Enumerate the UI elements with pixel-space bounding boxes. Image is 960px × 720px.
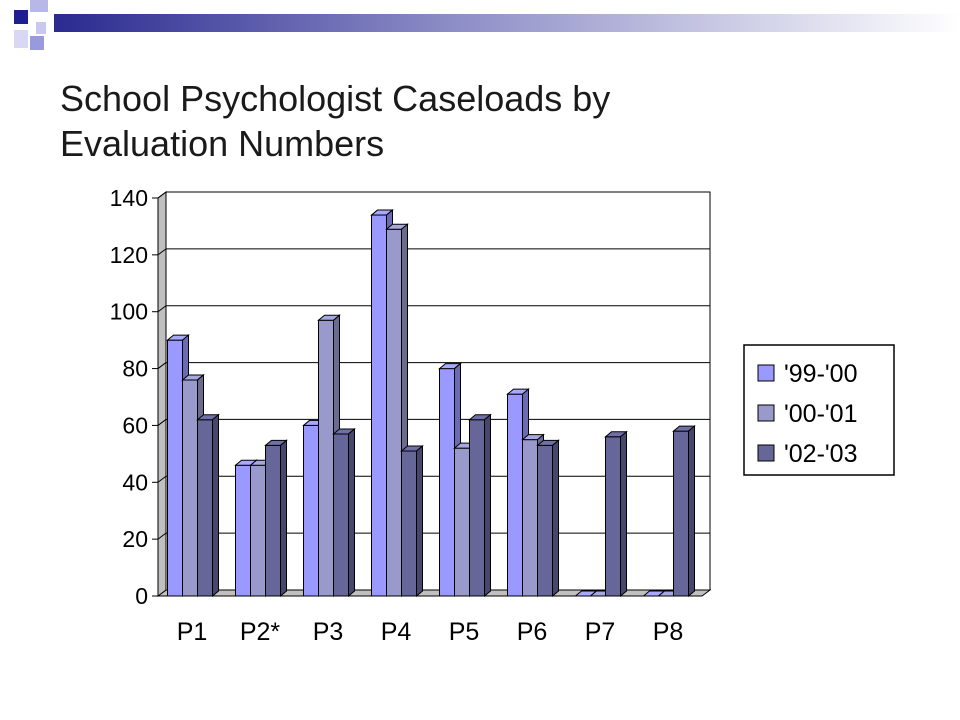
y-tick-label: 140 [110, 185, 148, 211]
bar-front [522, 439, 538, 597]
bar-front [182, 379, 198, 597]
x-category-label: P8 [653, 618, 684, 646]
x-category-label: P5 [449, 618, 480, 646]
y-tick-label: 20 [122, 526, 148, 552]
gridline-depth [157, 419, 167, 426]
bar-front [235, 464, 251, 597]
bar-front [605, 436, 621, 597]
slide-title-line-1: School Psychologist Caseloads by [60, 78, 611, 119]
gridline-depth [157, 475, 167, 483]
bar-side [416, 444, 423, 598]
bar-side [552, 439, 559, 598]
bar-front [167, 339, 183, 597]
bar-side [688, 425, 695, 598]
bar [196, 413, 220, 598]
bar-front [197, 419, 213, 597]
bar-front [537, 444, 553, 597]
legend-swatch [757, 444, 775, 462]
y-tick-label: 100 [110, 299, 148, 325]
bar-front [507, 393, 523, 597]
gridline-depth [157, 305, 167, 313]
decor-square-light-3 [14, 30, 28, 48]
slide-decoration [14, 0, 960, 50]
y-tick-label: 0 [135, 583, 148, 609]
y-tick-label: 60 [122, 412, 148, 438]
x-category-label: P1 [177, 618, 208, 646]
bar-front [469, 419, 485, 597]
y-tick-label: 40 [122, 469, 148, 495]
x-category-label: P4 [381, 618, 412, 646]
bar-side [348, 427, 355, 598]
chart-side-wall [157, 191, 167, 597]
bar-front [250, 464, 266, 597]
bar-side [484, 413, 491, 598]
bar-front [673, 430, 689, 597]
x-category-label: P6 [517, 618, 548, 646]
x-category-label: P7 [585, 618, 616, 646]
slide-title: School Psychologist Caseloads by Evaluat… [60, 76, 820, 166]
bar-front [439, 368, 455, 597]
gridline-depth [157, 532, 167, 540]
legend-swatch [757, 364, 775, 382]
legend-label: '02-'03 [784, 440, 858, 468]
bar-side [620, 430, 627, 598]
bar [400, 444, 424, 598]
decor-square-mid [30, 36, 44, 50]
bar-front [371, 214, 387, 597]
y-tick-label: 120 [110, 242, 148, 268]
decor-square-navy [14, 10, 28, 24]
bar-front [303, 424, 319, 597]
bar-front [318, 319, 334, 597]
bar [332, 427, 356, 598]
bar-front [386, 228, 402, 597]
gridline-depth [157, 248, 167, 256]
decor-square-light-2 [36, 22, 46, 34]
legend-label: '00-'01 [784, 400, 858, 428]
bar [468, 413, 492, 598]
bar [604, 430, 628, 598]
y-tick-label: 80 [122, 356, 148, 382]
bar [536, 439, 560, 598]
x-category-label: P2* [240, 618, 281, 646]
bar [672, 425, 696, 598]
legend-swatch [757, 404, 775, 422]
bar-front [265, 444, 281, 597]
bar-front [454, 447, 470, 597]
bar-front [401, 450, 417, 597]
x-category-label: P3 [313, 618, 344, 646]
bar-front [333, 433, 349, 597]
legend-label: '99-'00 [784, 360, 858, 388]
slide-title-line-2: Evaluation Numbers [60, 123, 385, 164]
gridline-depth [157, 362, 167, 369]
decor-gradient-bar [54, 14, 960, 32]
bar-side [280, 439, 287, 598]
bar [264, 439, 288, 598]
bar-side [212, 413, 219, 598]
decor-square-light-1 [30, 0, 48, 12]
gridline-depth [157, 191, 167, 199]
